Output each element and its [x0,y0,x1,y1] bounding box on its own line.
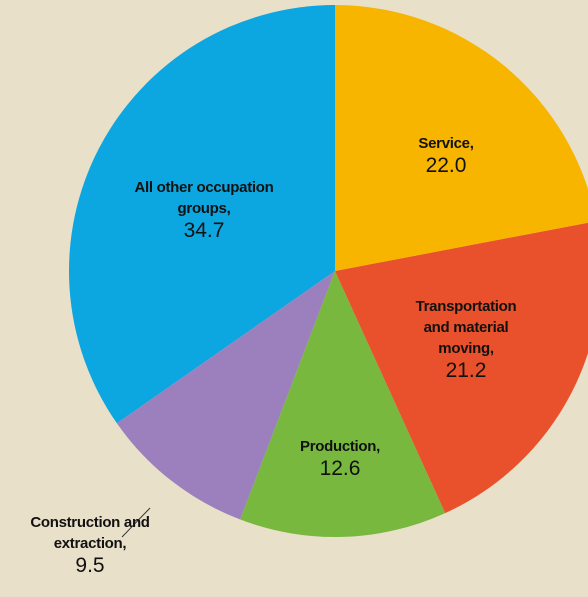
value-label: 9.5 [75,554,105,577]
category-label: Transportation and material moving, [415,298,517,357]
category-label: All other occupation groups, [134,179,274,217]
pie-slice [335,5,588,271]
category-label: Construction and extraction, [30,514,150,552]
slice-label: All other occupation groups, 34.7 [129,177,279,243]
slice-label: Construction and extraction, 9.5 [25,512,155,578]
slice-label: Transportation and material moving, 21.2 [401,296,531,383]
value-label: 21.2 [445,359,487,382]
value-label: 34.7 [183,219,225,242]
value-label: 12.6 [319,457,361,480]
category-label: Service, [418,135,474,152]
value-label: 22.0 [425,154,467,177]
leader-line [121,507,151,538]
pie-slice [116,271,336,520]
pie-slice [240,271,446,537]
slice-label: Service, 22.0 [396,133,496,178]
pie-slice [68,5,335,424]
slice-label: Production, 12.6 [280,436,400,481]
category-label: Production, [299,438,381,455]
pie-slice [335,222,588,514]
